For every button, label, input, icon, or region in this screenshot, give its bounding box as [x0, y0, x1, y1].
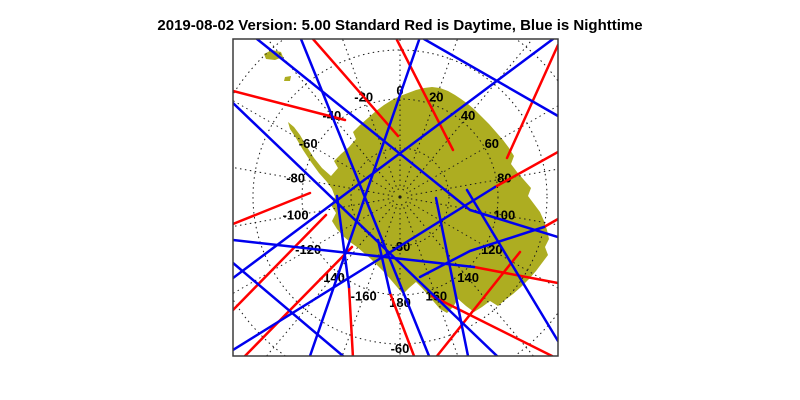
daytime-track — [388, 291, 416, 356]
longitude-label: 80 — [497, 171, 511, 186]
longitude-label: 0 — [396, 83, 403, 98]
daytime-track — [311, 39, 400, 138]
nighttime-track — [233, 238, 476, 269]
nighttime-track — [418, 225, 546, 279]
graticule-grid — [233, 39, 558, 356]
page-title: 2019-08-02 Version: 5.00 Standard Red is… — [157, 17, 642, 34]
satellite-tracks — [233, 39, 558, 356]
daytime-track — [542, 217, 558, 229]
nighttime-track — [422, 39, 558, 118]
nighttime-track — [465, 188, 558, 343]
daytime-track — [233, 213, 328, 312]
daytime-track — [347, 285, 355, 356]
longitude-label: -160 — [351, 289, 377, 304]
plot-box-border — [232, 38, 559, 357]
nighttime-track — [308, 39, 421, 356]
longitude-label: -100 — [283, 207, 309, 222]
daytime-track — [430, 294, 554, 356]
pole-dot — [398, 195, 402, 199]
daytime-track — [435, 250, 522, 356]
nighttime-track — [335, 194, 351, 289]
latitude-label: -60 — [391, 341, 410, 356]
antarctica-outline — [288, 87, 549, 313]
longitude-label: 60 — [485, 136, 499, 151]
nighttime-track — [233, 39, 555, 280]
longitude-label: 140 — [457, 270, 479, 285]
nighttime-track — [233, 185, 497, 352]
latitude-circle — [252, 49, 548, 345]
nighttime-track — [233, 101, 499, 356]
pole-ring — [391, 188, 409, 206]
longitude-label: -80 — [286, 171, 305, 186]
daytime-track — [233, 89, 347, 122]
daytime-track — [233, 191, 312, 226]
longitude-label: 40 — [461, 108, 475, 123]
daytime-track — [493, 150, 558, 189]
longitude-label: 20 — [429, 89, 443, 104]
daytime-track — [243, 245, 354, 356]
daytime-track — [395, 39, 455, 152]
latitude-circle — [301, 98, 499, 296]
nighttime-track — [233, 261, 345, 356]
island — [284, 76, 291, 81]
daytime-track — [472, 265, 558, 285]
nighttime-track — [434, 196, 470, 356]
longitude-label: -60 — [299, 136, 318, 151]
latitude-circle — [350, 147, 450, 247]
nighttime-track — [376, 238, 392, 295]
nighttime-track — [255, 39, 558, 239]
